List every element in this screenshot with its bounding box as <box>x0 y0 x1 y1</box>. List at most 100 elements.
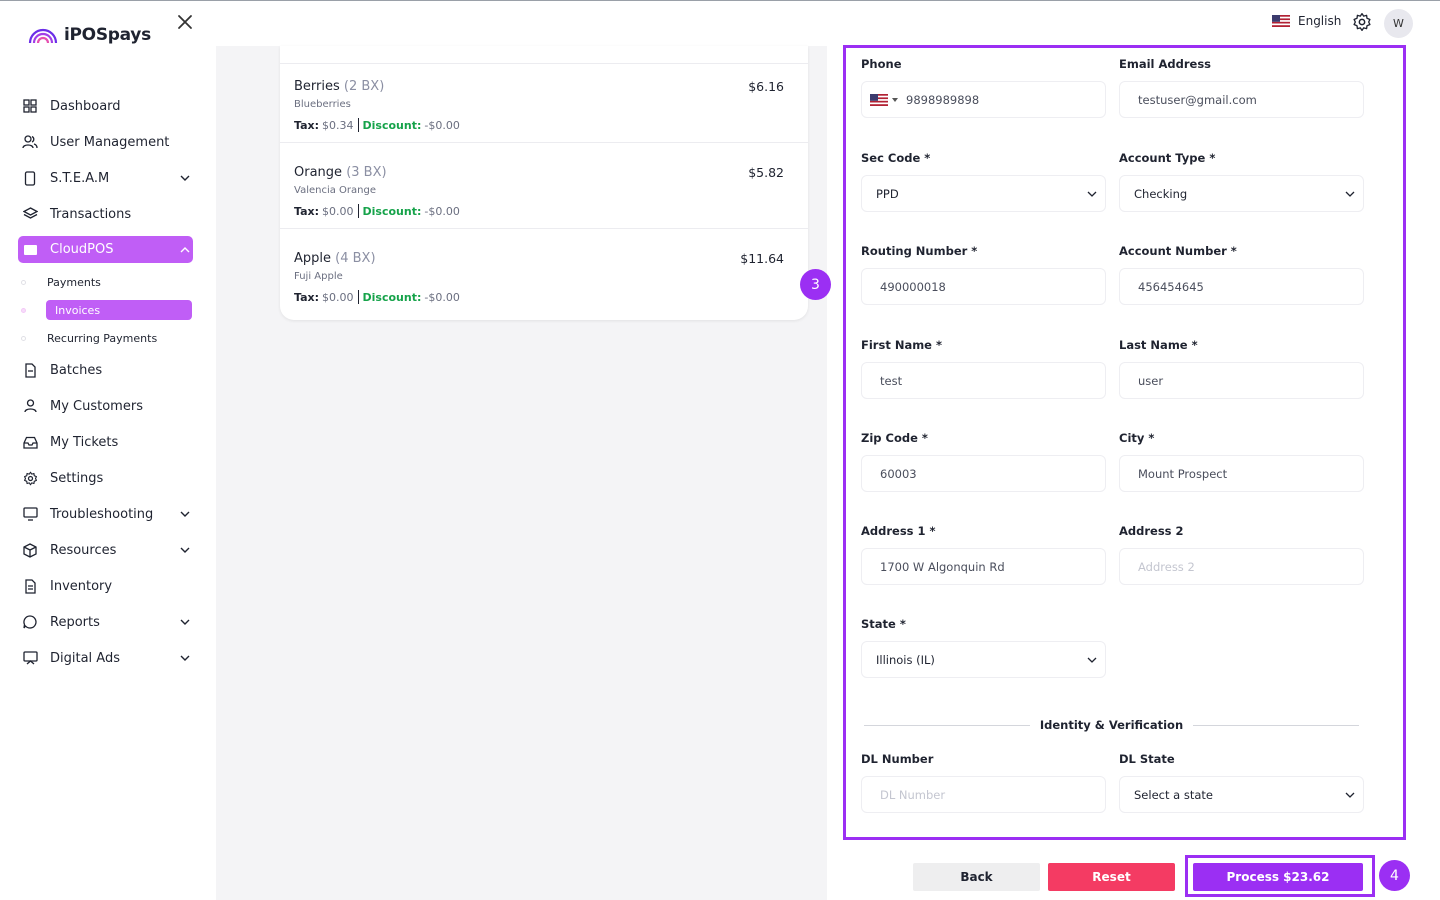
sidebar-item-my-customers[interactable]: My Customers <box>18 388 193 424</box>
sidebar-item-transactions[interactable]: Transactions <box>18 196 193 232</box>
chevron-down-icon[interactable] <box>179 508 191 520</box>
sidebar-item-label: Inventory <box>50 578 113 594</box>
sidebar-item-label: Batches <box>50 362 103 378</box>
routing-number-label: Routing Number * <box>861 244 978 258</box>
sidebar-item-dashboard[interactable]: Dashboard <box>18 88 193 124</box>
us-flag-icon <box>1272 15 1290 27</box>
chevron-down-icon <box>1345 191 1355 197</box>
address1-input[interactable]: 1700 W Algonquin Rd <box>861 548 1106 585</box>
city-label: City * <box>1119 431 1155 445</box>
sidebar-item-label: Troubleshooting <box>50 506 154 522</box>
language-selector[interactable]: English <box>1272 14 1341 28</box>
tax-value: $0.00 <box>322 204 354 218</box>
sidebar-subitem-payments[interactable]: Payments <box>18 268 193 296</box>
sidebar-subitem-recurring-payments[interactable]: Recurring Payments <box>18 324 193 352</box>
sidebar-item-my-tickets[interactable]: My Tickets <box>18 424 193 460</box>
zip-code-input[interactable]: 60003 <box>861 455 1106 492</box>
phone-input[interactable]: 9898989898 <box>861 81 1106 118</box>
dl-number-field: DL Number DL Number <box>861 752 1106 813</box>
sidebar-item-label: Settings <box>50 470 104 486</box>
sidebar-item-reports[interactable]: Reports <box>18 604 193 640</box>
sidebar-item-user-management[interactable]: User Management <box>18 124 193 160</box>
account-type-value: Checking <box>1134 186 1188 201</box>
person-icon <box>22 398 38 414</box>
sidebar-subitem-label: Invoices <box>46 300 192 320</box>
routing-number-input[interactable]: 490000018 <box>861 268 1106 305</box>
sidebar: iPOSpays Dashboard User Management S.T.E… <box>0 1 216 900</box>
batch-icon <box>22 362 38 378</box>
chevron-down-icon[interactable] <box>179 172 191 184</box>
address2-input[interactable]: Address 2 <box>1119 548 1364 585</box>
city-field: City * Mount Prospect <box>1119 431 1364 492</box>
divider <box>357 118 359 132</box>
sidebar-item-label: Transactions <box>50 206 132 222</box>
sidebar-item-label: Digital Ads <box>50 650 120 666</box>
sidebar-item-resources[interactable]: Resources <box>18 532 193 568</box>
address1-field: Address 1 * 1700 W Algonquin Rd <box>861 524 1106 585</box>
email-input[interactable]: testuser@gmail.com <box>1119 81 1364 118</box>
user-avatar[interactable]: W <box>1384 9 1413 38</box>
discount-value: -$0.00 <box>424 204 460 218</box>
sidebar-item-steam[interactable]: S.T.E.A.M <box>18 160 193 196</box>
caret-down-icon[interactable] <box>892 97 898 103</box>
account-type-field: Account Type * Checking <box>1119 151 1364 212</box>
rainbow-logo-icon <box>28 28 58 44</box>
address1-label: Address 1 * <box>861 524 936 538</box>
sidebar-item-label: User Management <box>50 134 170 150</box>
discount-value: -$0.00 <box>424 118 460 132</box>
inbox-icon <box>22 434 38 450</box>
sidebar-subitem-invoices[interactable]: Invoices <box>18 296 193 324</box>
chevron-down-icon[interactable] <box>179 616 191 628</box>
sidebar-item-cloudpos[interactable]: CloudPOS <box>18 236 193 263</box>
dl-number-input[interactable]: DL Number <box>861 776 1106 813</box>
tax-label: Tax: <box>294 118 320 132</box>
bullet-icon <box>21 335 26 341</box>
state-value: Illinois (IL) <box>876 652 935 667</box>
language-label: English <box>1298 14 1342 28</box>
account-number-input[interactable]: 456454645 <box>1119 268 1364 305</box>
email-field: Email Address testuser@gmail.com <box>1119 57 1364 118</box>
chevron-down-icon[interactable] <box>179 544 191 556</box>
sidebar-item-settings[interactable]: Settings <box>18 460 193 496</box>
account-type-select[interactable]: Checking <box>1119 175 1364 212</box>
sidebar-item-digital-ads[interactable]: Digital Ads <box>18 640 193 676</box>
settings-gear-icon[interactable] <box>1352 12 1372 32</box>
back-button[interactable]: Back <box>913 863 1040 891</box>
step-badge-3: 3 <box>800 269 831 300</box>
last-name-input[interactable]: user <box>1119 362 1364 399</box>
sidebar-item-batches[interactable]: Batches <box>18 352 193 388</box>
reset-button[interactable]: Reset <box>1048 863 1175 891</box>
address2-label: Address 2 <box>1119 524 1184 538</box>
item-description: Blueberries <box>294 99 351 110</box>
layers-icon <box>22 206 38 222</box>
sec-code-value: PPD <box>876 186 899 201</box>
item-name: Apple <box>294 251 332 266</box>
sidebar-item-label: Resources <box>50 542 117 558</box>
sec-code-field: Sec Code * PPD <box>861 151 1106 212</box>
dl-state-select[interactable]: Select a state <box>1119 776 1364 813</box>
brand-logo[interactable]: iPOSpays <box>28 25 151 45</box>
close-sidebar-icon[interactable] <box>176 13 194 31</box>
item-description: Fuji Apple <box>294 271 343 282</box>
item-name: Berries <box>294 79 340 94</box>
phone-value: 9898989898 <box>906 92 980 107</box>
item-qty: (2 BX) <box>343 79 385 94</box>
divider-line <box>1193 724 1359 726</box>
sidebar-item-label: Reports <box>50 614 100 630</box>
city-input[interactable]: Mount Prospect <box>1119 455 1364 492</box>
top-border <box>0 0 1440 1</box>
sidebar-item-troubleshooting[interactable]: Troubleshooting <box>18 496 193 532</box>
sec-code-select[interactable]: PPD <box>861 175 1106 212</box>
state-select[interactable]: Illinois (IL) <box>861 641 1106 678</box>
order-item: Apple (4 BX) $11.64 Fuji Apple Tax: $0.0… <box>294 251 794 337</box>
chevron-down-icon[interactable] <box>179 652 191 664</box>
chevron-up-icon[interactable] <box>179 244 191 256</box>
brand-name: iPOSpays <box>64 25 151 45</box>
sidebar-item-inventory[interactable]: Inventory <box>18 568 193 604</box>
process-payment-button[interactable]: Process $23.62 <box>1193 863 1363 891</box>
routing-number-field: Routing Number * 490000018 <box>861 244 1106 305</box>
first-name-input[interactable]: test <box>861 362 1106 399</box>
phone-field: Phone 9898989898 <box>861 57 1106 118</box>
item-description: Valencia Orange <box>294 185 376 196</box>
us-flag-icon[interactable] <box>870 93 888 106</box>
